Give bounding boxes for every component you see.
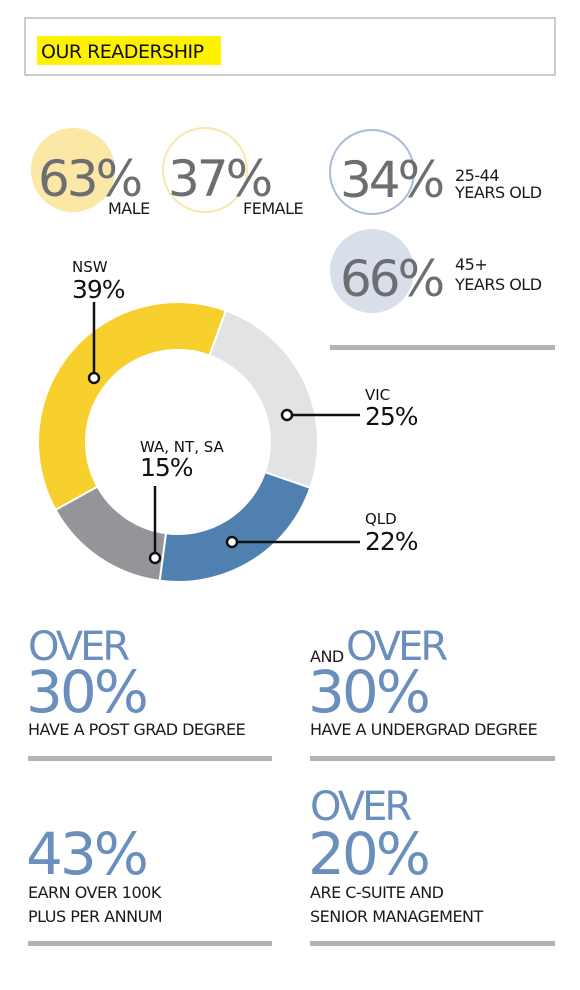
stat-text: ARE C-SUITE AND	[310, 883, 444, 902]
stat-text: EARN OVER 100K	[28, 883, 162, 902]
female-value: 37%	[168, 150, 271, 208]
donut-slice	[208, 309, 319, 490]
slice-label: VIC	[365, 386, 390, 404]
slice-value: 22%	[365, 527, 418, 556]
stat-prefix: OVER	[310, 784, 411, 830]
stat-text: HAVE A UNDERGRAD DEGREE	[310, 720, 538, 739]
title-highlight	[37, 36, 221, 65]
header-box	[24, 17, 556, 76]
donut-slice	[158, 470, 312, 583]
slice-value: 39%	[72, 275, 125, 304]
stat-text: PLUS PER ANNUM	[28, 907, 162, 926]
age2-value: 66%	[340, 250, 443, 308]
divider	[28, 941, 272, 946]
stat-lead: AND	[310, 647, 344, 666]
age2-label: 45+	[455, 255, 487, 274]
male-label: MALE	[108, 199, 150, 218]
leader-dot	[225, 535, 239, 549]
age2-label: YEARS OLD	[454, 275, 542, 294]
stat-prefix: OVER	[28, 624, 129, 670]
slice-label: NSW	[72, 258, 108, 276]
slice-label: QLD	[365, 510, 397, 528]
slice-label: WA, NT, SA	[140, 438, 225, 456]
divider	[28, 756, 272, 761]
age1-label: 25-44	[455, 166, 499, 185]
age1-value: 34%	[340, 151, 443, 209]
divider	[330, 345, 555, 350]
female-circle	[162, 127, 248, 213]
age1-circle	[329, 129, 415, 215]
donut-slice	[37, 301, 228, 512]
male-circle	[31, 128, 115, 212]
age2-circle	[330, 229, 414, 313]
female-label: FEMALE	[243, 199, 303, 218]
title: OUR READERSHIP	[41, 41, 204, 63]
divider	[310, 941, 555, 946]
age1-label: YEARS OLD	[454, 183, 542, 202]
leader-dot	[87, 371, 101, 385]
slice-value: 25%	[365, 402, 418, 431]
leader-dot	[148, 551, 162, 565]
stat-text: HAVE A POST GRAD DEGREE	[28, 720, 246, 739]
male-value: 63%	[38, 150, 141, 208]
divider	[310, 756, 555, 761]
stat-text: SENIOR MANAGEMENT	[310, 907, 484, 926]
stat-value: 30%	[308, 658, 428, 726]
leader-dot	[280, 408, 294, 422]
slice-value: 15%	[140, 453, 193, 482]
stat-value: 43%	[26, 820, 146, 888]
stat-value: 20%	[308, 820, 428, 888]
stat-prefix: OVER	[346, 624, 447, 670]
stat-value: 30%	[26, 658, 146, 726]
donut-slice	[54, 485, 168, 582]
